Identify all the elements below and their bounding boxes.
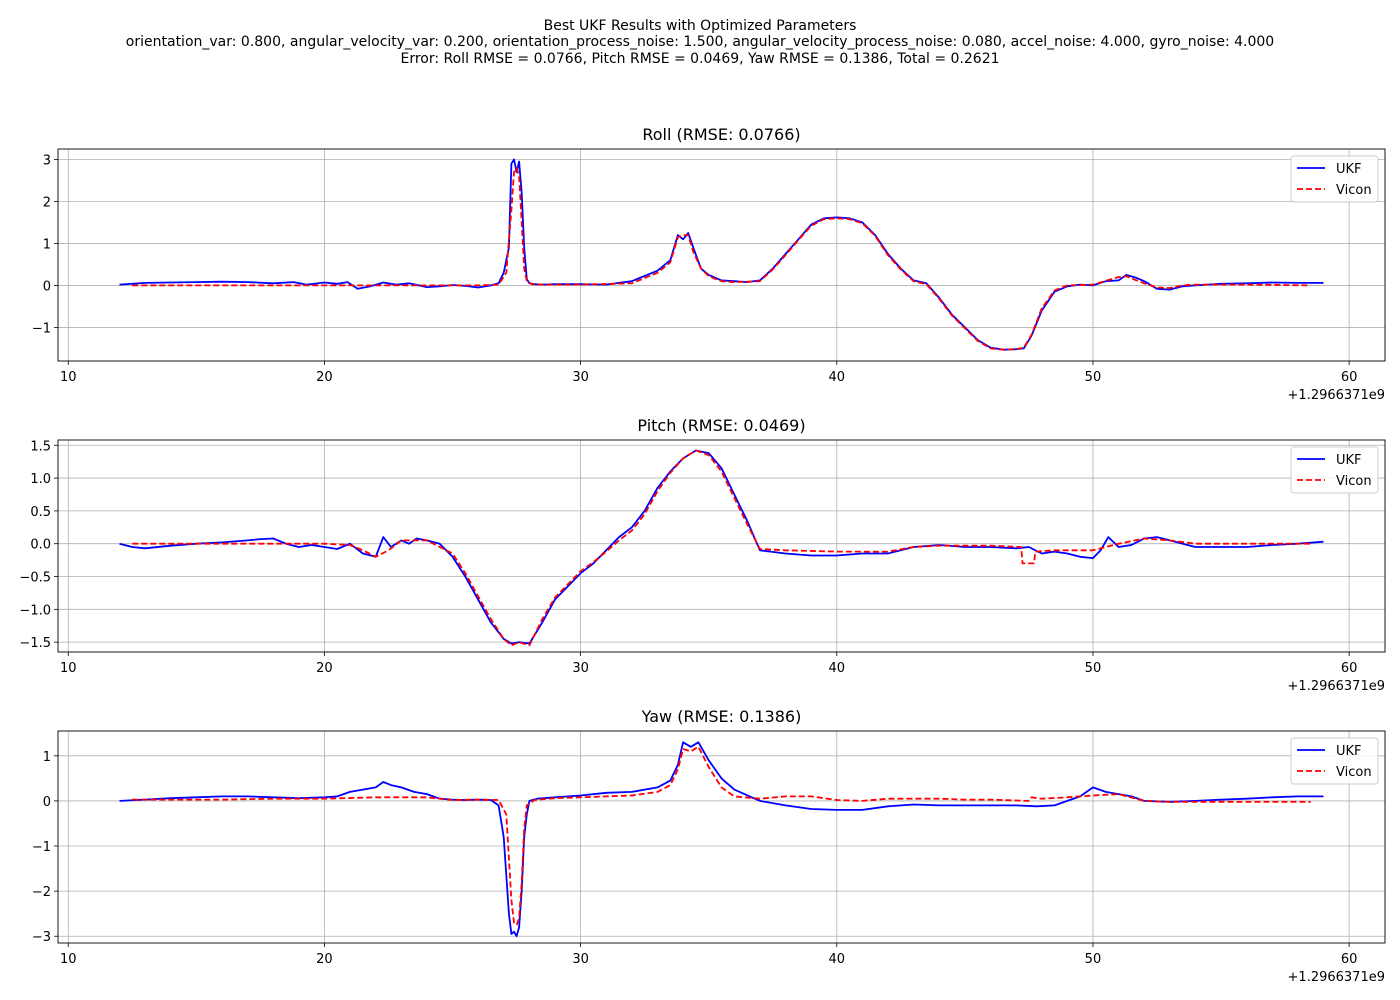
- roll-title: Roll (RMSE: 0.0766): [642, 125, 800, 144]
- roll-x-tick-label: 60: [1341, 370, 1358, 385]
- pitch-x-tick-label: 20: [316, 661, 333, 676]
- pitch-title: Pitch (RMSE: 0.0469): [637, 416, 805, 435]
- pitch-legend-label-vicon: Vicon: [1336, 474, 1372, 489]
- pitch-x-tick-label: 40: [829, 661, 846, 676]
- yaw-x-tick-label: 50: [1085, 952, 1102, 967]
- figure-error-line: Error: Roll RMSE = 0.0766, Pitch RMSE = …: [400, 51, 1000, 67]
- pitch-y-tick-label: 0.5: [30, 505, 51, 520]
- roll-vicon-line: [132, 166, 1311, 351]
- yaw-legend-label-ukf: UKF: [1336, 744, 1362, 759]
- yaw-axes-frame: [57, 730, 1386, 944]
- pitch-legend-label-ukf: UKF: [1336, 453, 1362, 468]
- yaw-x-tick-label: 30: [572, 952, 589, 967]
- pitch-y-tick-label: −0.5: [19, 571, 51, 586]
- yaw-x-tick-label: 60: [1341, 952, 1358, 967]
- pitch-ukf-line: [119, 449, 1324, 645]
- yaw-x-offset-label: +1.2966371e9: [1288, 970, 1385, 985]
- roll-y-tick-label: 0: [43, 279, 51, 294]
- yaw-y-tick-label: −2: [32, 885, 51, 900]
- roll-x-tick-label: 30: [572, 370, 589, 385]
- roll-x-tick-label: 50: [1085, 370, 1102, 385]
- yaw-x-tick-label: 20: [316, 952, 333, 967]
- roll-x-tick-label: 40: [829, 370, 846, 385]
- roll-y-tick-label: 2: [43, 195, 51, 210]
- roll-ukf-line: [119, 158, 1324, 351]
- yaw-legend-label-vicon: Vicon: [1336, 765, 1372, 780]
- roll-y-tick-label: 3: [43, 153, 51, 168]
- figure-title: Best UKF Results with Optimized Paramete…: [543, 18, 857, 34]
- pitch-x-offset-label: +1.2966371e9: [1288, 679, 1385, 694]
- roll-legend-label-vicon: Vicon: [1336, 183, 1372, 198]
- yaw-legend: UKF Vicon: [1290, 737, 1379, 785]
- yaw-y-tick-label: 1: [43, 750, 51, 765]
- yaw-title: Yaw (RMSE: 0.1386): [641, 707, 802, 726]
- yaw-ukf-line: [119, 741, 1324, 938]
- yaw-subplot: Yaw (RMSE: 0.1386) 10 20 30 40 50 60 −3 −2 −1 0 1 +1…: [32, 707, 1386, 985]
- pitch-x-tick-label: 60: [1341, 661, 1358, 676]
- pitch-legend: UKF Vicon: [1290, 446, 1379, 494]
- yaw-vicon-line: [132, 745, 1311, 926]
- pitch-y-tick-label: −1.0: [19, 603, 51, 618]
- roll-legend: UKF Vicon: [1290, 155, 1379, 203]
- pitch-y-tick-label: 1.5: [30, 439, 51, 454]
- yaw-y-tick-label: −3: [32, 930, 51, 945]
- roll-y-tick-label: 1: [43, 237, 51, 252]
- pitch-vicon-line: [132, 449, 1311, 647]
- roll-subplot: Roll (RMSE: 0.0766) 10 20 30 40 50 60 −1 0 1 2 3 +1.…: [32, 125, 1386, 403]
- pitch-x-tick-label: 10: [60, 661, 77, 676]
- roll-legend-label-ukf: UKF: [1336, 162, 1362, 177]
- pitch-axes-frame: [57, 439, 1386, 653]
- pitch-y-tick-label: −1.5: [19, 636, 51, 651]
- pitch-x-tick-label: 50: [1085, 661, 1102, 676]
- pitch-x-tick-label: 30: [572, 661, 589, 676]
- roll-x-tick-label: 20: [316, 370, 333, 385]
- yaw-y-tick-label: −1: [32, 840, 51, 855]
- roll-axes-frame: [57, 148, 1386, 362]
- pitch-y-tick-label: 0.0: [30, 538, 51, 553]
- roll-x-offset-label: +1.2966371e9: [1288, 388, 1385, 403]
- pitch-subplot: Pitch (RMSE: 0.0469) 10 20 30 40 50 60 −1.5 −1.0…: [19, 416, 1386, 694]
- pitch-y-tick-label: 1.0: [30, 472, 51, 487]
- figure-parameters-line: orientation_var: 0.800, angular_velocity…: [125, 34, 1275, 50]
- roll-x-tick-label: 10: [60, 370, 77, 385]
- yaw-x-tick-label: 10: [60, 952, 77, 967]
- yaw-x-tick-label: 40: [829, 952, 846, 967]
- roll-y-tick-label: −1: [32, 321, 51, 336]
- yaw-y-tick-label: 0: [43, 795, 51, 810]
